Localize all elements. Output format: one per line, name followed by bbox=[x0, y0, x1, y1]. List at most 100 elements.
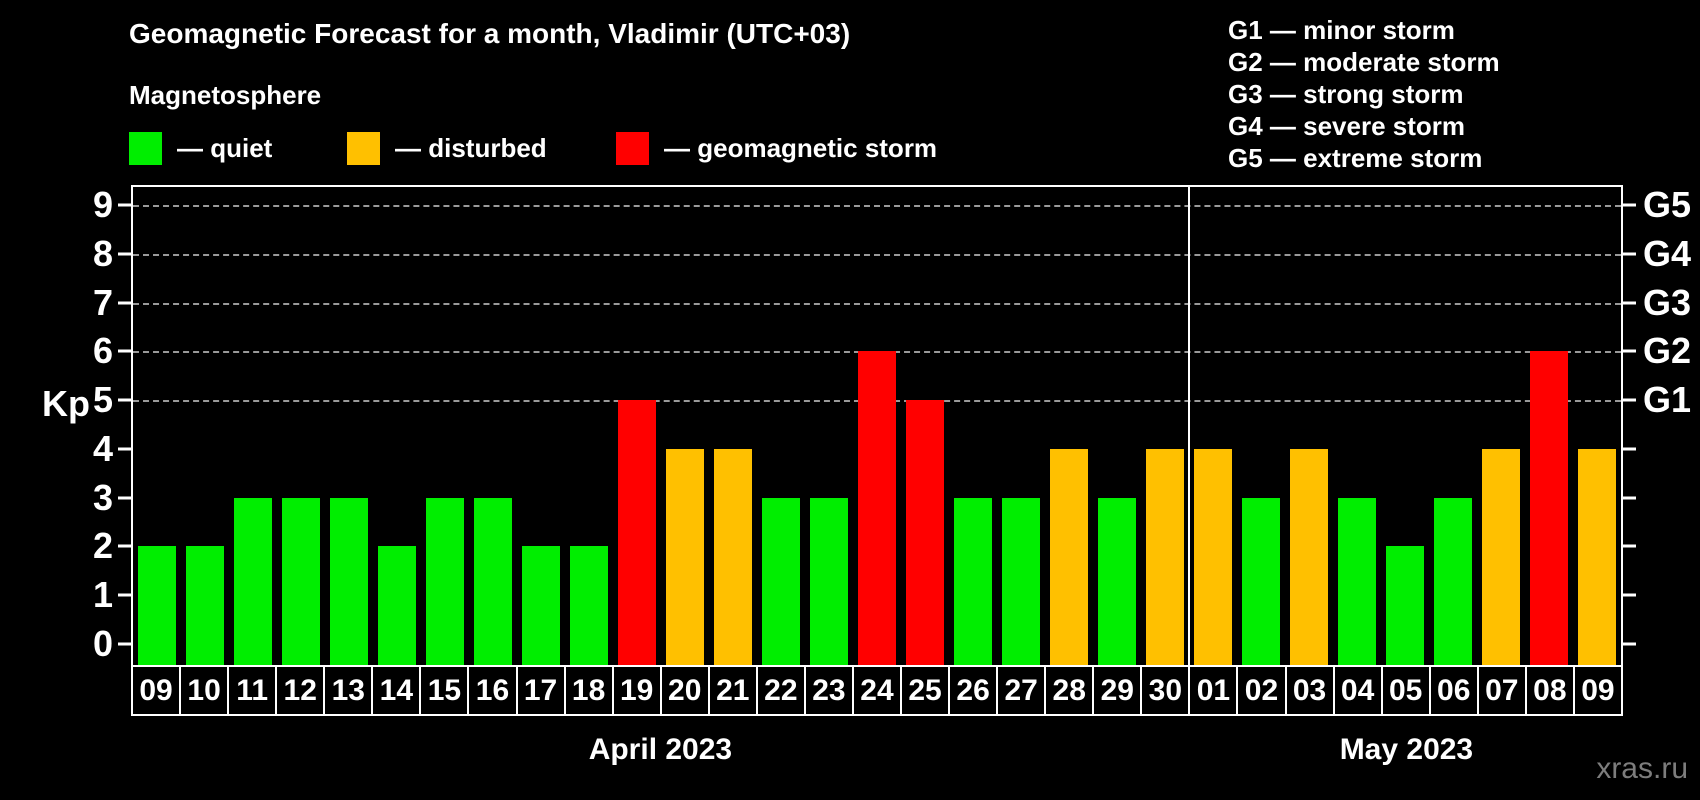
g-scale-label: G1 bbox=[1643, 379, 1692, 421]
bar bbox=[1146, 448, 1184, 665]
bar bbox=[1338, 497, 1376, 665]
bar bbox=[186, 546, 224, 665]
bar-cell bbox=[613, 187, 661, 665]
y-tick-label: 6 bbox=[92, 330, 113, 372]
month-labels: April 2023 May 2023 bbox=[131, 733, 1623, 773]
bar bbox=[570, 546, 608, 665]
bar-cell bbox=[1285, 187, 1333, 665]
month-label: May 2023 bbox=[1339, 733, 1474, 766]
bar bbox=[618, 400, 656, 665]
day-label-cell: 06 bbox=[1430, 665, 1479, 716]
bar bbox=[138, 546, 176, 665]
y-tick-right bbox=[1623, 593, 1636, 597]
day-label-cell: 24 bbox=[853, 665, 902, 716]
bar bbox=[906, 400, 944, 665]
g-scale-label: G5 bbox=[1643, 184, 1692, 226]
legend-item-quiet: — quiet bbox=[129, 131, 272, 165]
y-tick-left bbox=[118, 252, 131, 256]
day-label-cell: 03 bbox=[1286, 665, 1335, 716]
day-label-cell: 02 bbox=[1238, 665, 1287, 716]
bar-cell bbox=[517, 187, 565, 665]
day-label-cell: 13 bbox=[325, 665, 374, 716]
y-tick-label: 9 bbox=[92, 184, 113, 226]
gridline-kp8 bbox=[133, 253, 1621, 256]
day-label-cell: 19 bbox=[613, 665, 662, 716]
bar bbox=[1433, 497, 1472, 665]
bar-cell bbox=[1381, 187, 1429, 665]
g-scale-legend: G1 — minor storm G2 — moderate storm G3 … bbox=[1228, 14, 1500, 174]
gridline-kp7 bbox=[133, 302, 1621, 305]
day-label-cell: 09 bbox=[1574, 665, 1623, 716]
bar-cell bbox=[949, 187, 997, 665]
day-axis: 09 10 11 12 13 14 15 16 17 18 19 20 21 22 23 24 25 26 27 28… bbox=[131, 665, 1623, 716]
y-tick-left bbox=[118, 349, 131, 353]
y-tick-right bbox=[1623, 203, 1636, 207]
bar-cell bbox=[469, 187, 517, 665]
day-label-cell: 05 bbox=[1382, 665, 1431, 716]
g3-legend-row: G3 — strong storm bbox=[1228, 79, 1464, 109]
bar-cell bbox=[133, 187, 181, 665]
day-label-cell: 30 bbox=[1142, 665, 1191, 716]
y-tick-left bbox=[118, 544, 131, 548]
bar-cell bbox=[277, 187, 325, 665]
day-label-cell: 08 bbox=[1526, 665, 1575, 716]
day-label-cell: 26 bbox=[950, 665, 999, 716]
magnetosphere-label: Magnetosphere bbox=[129, 80, 322, 110]
bar-cell bbox=[1525, 187, 1573, 665]
g-scale-label: G4 bbox=[1643, 232, 1692, 274]
y-tick-left bbox=[118, 447, 131, 451]
day-label-cell: 27 bbox=[998, 665, 1047, 716]
bar bbox=[1385, 546, 1424, 665]
disturbed-color-swatch bbox=[347, 131, 380, 165]
y-tick-label: 1 bbox=[92, 574, 113, 616]
y-tick-right bbox=[1623, 642, 1636, 646]
y-tick-left bbox=[118, 496, 131, 500]
bar-cell bbox=[1045, 187, 1093, 665]
day-label-cell: 10 bbox=[181, 665, 230, 716]
legend-item-storm: — geomagnetic storm bbox=[616, 131, 937, 165]
y-tick-label: 5 bbox=[92, 379, 113, 421]
y-tick-left bbox=[118, 398, 131, 402]
day-label-cell: 23 bbox=[805, 665, 854, 716]
day-label-cell: 29 bbox=[1094, 665, 1143, 716]
y-tick-right bbox=[1623, 447, 1636, 451]
y-tick-label: 7 bbox=[92, 281, 113, 323]
day-label-cell: 22 bbox=[757, 665, 806, 716]
bar bbox=[234, 497, 272, 665]
watermark: xras.ru bbox=[1596, 752, 1688, 785]
bar bbox=[761, 497, 800, 665]
day-label-cell: 16 bbox=[469, 665, 518, 716]
day-label-cell: 28 bbox=[1046, 665, 1095, 716]
g-scale-label: G3 bbox=[1643, 281, 1692, 323]
day-label-cell: 07 bbox=[1478, 665, 1527, 716]
legend-label-storm: — geomagnetic storm bbox=[664, 132, 938, 163]
bar bbox=[666, 448, 704, 665]
g2-legend-row: G2 — moderate storm bbox=[1228, 47, 1500, 77]
bar-cell bbox=[1573, 187, 1621, 665]
day-label-cell: 21 bbox=[709, 665, 758, 716]
bar-cell bbox=[709, 187, 757, 665]
g5-legend-row: G5 — extreme storm bbox=[1228, 143, 1483, 173]
bar bbox=[426, 497, 464, 665]
day-label-cell: 04 bbox=[1334, 665, 1383, 716]
day-label-cell: 20 bbox=[661, 665, 710, 716]
bar-cell bbox=[421, 187, 469, 665]
y-tick-left bbox=[118, 301, 131, 305]
g1-legend-row: G1 — minor storm bbox=[1228, 15, 1455, 45]
legend-label-disturbed: — disturbed bbox=[395, 132, 547, 163]
day-label-cell: 15 bbox=[421, 665, 470, 716]
y-tick-right bbox=[1623, 544, 1636, 548]
chart-title: Geomagnetic Forecast for a month, Vladim… bbox=[129, 18, 851, 49]
bar bbox=[282, 497, 320, 665]
day-label-cell: 14 bbox=[373, 665, 422, 716]
bar-cell bbox=[565, 187, 613, 665]
bar-cell bbox=[229, 187, 277, 665]
month-label: April 2023 bbox=[588, 733, 733, 766]
y-tick-label: 2 bbox=[92, 525, 113, 567]
bar bbox=[1290, 448, 1328, 665]
storm-color-swatch bbox=[616, 131, 649, 165]
bar-cell bbox=[1333, 187, 1381, 665]
bar bbox=[1002, 497, 1040, 665]
y-tick-label: 0 bbox=[92, 623, 113, 665]
